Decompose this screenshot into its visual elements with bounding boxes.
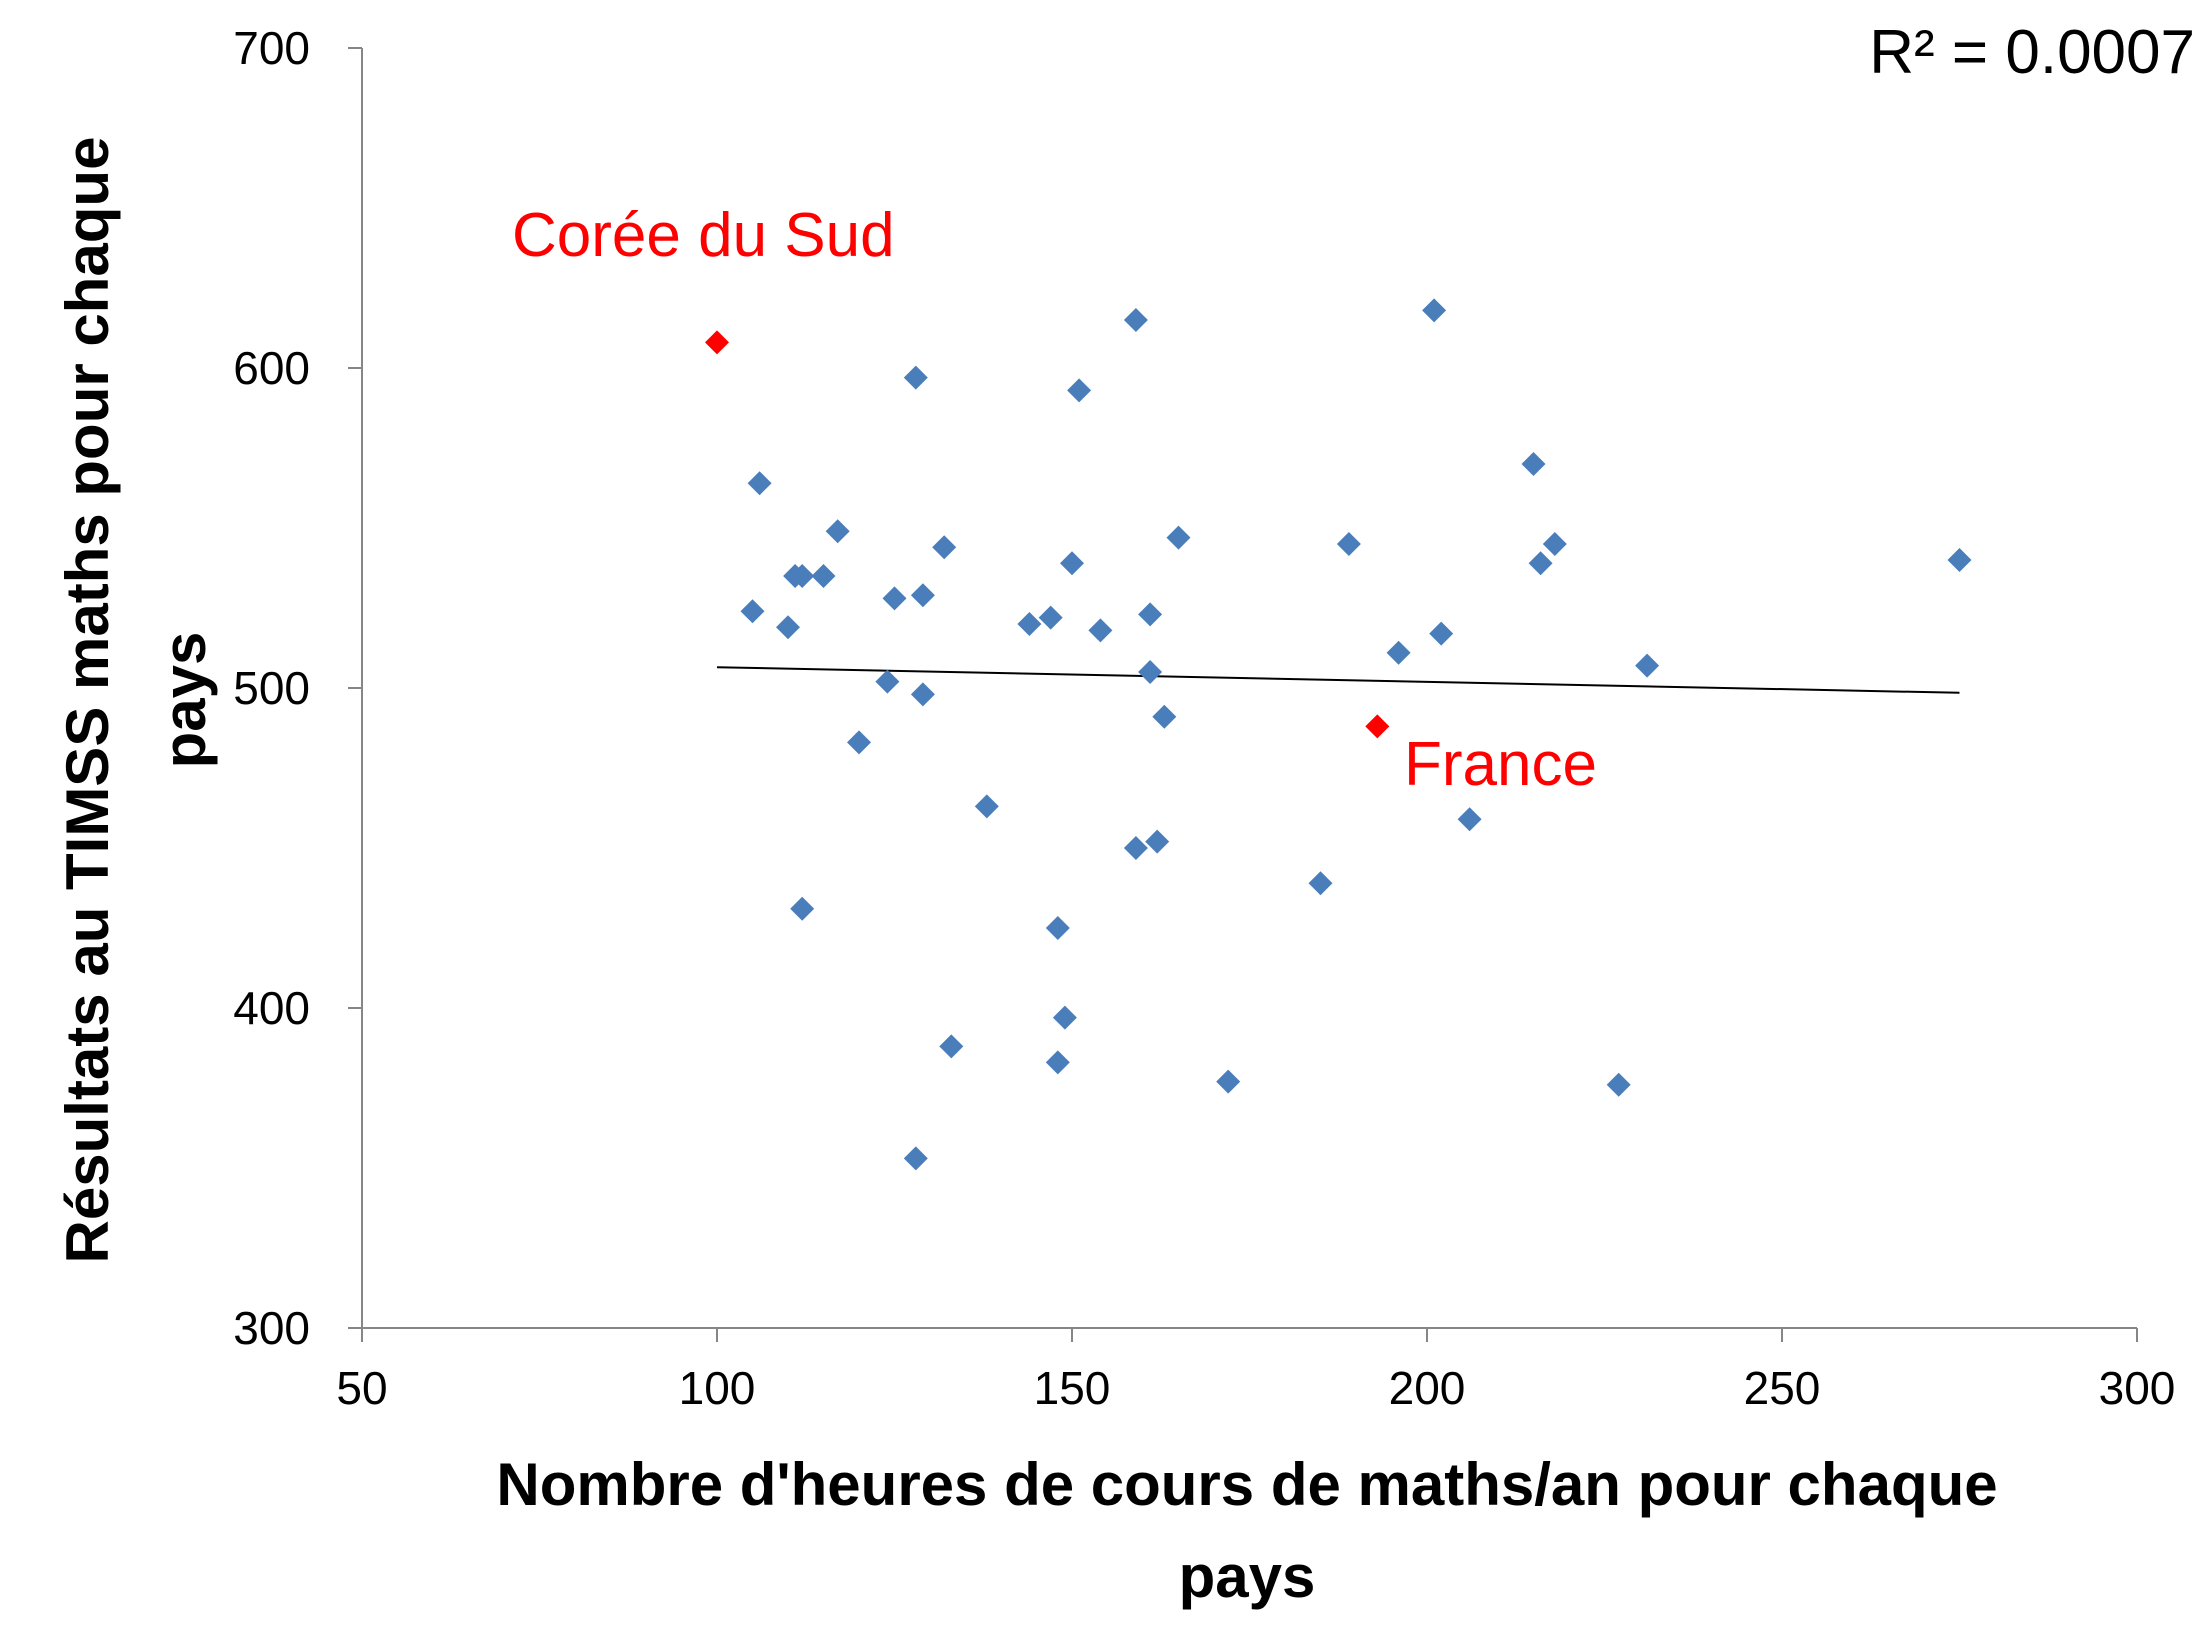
data-point xyxy=(1308,871,1333,896)
data-point xyxy=(1067,378,1092,403)
data-point xyxy=(1457,807,1482,832)
x-tick-label: 100 xyxy=(679,1362,756,1414)
data-point xyxy=(1336,532,1361,556)
data-point xyxy=(776,615,800,640)
data-point xyxy=(875,669,900,694)
data-point xyxy=(1123,308,1148,332)
data-point xyxy=(790,896,815,921)
data-point xyxy=(1635,653,1660,678)
trendline xyxy=(716,666,1960,694)
data-point xyxy=(1606,1072,1631,1097)
data-point xyxy=(1521,452,1546,476)
data-point xyxy=(1017,612,1042,636)
y-tick-label: 700 xyxy=(233,22,310,74)
data-point xyxy=(1123,836,1148,860)
data-point xyxy=(1138,602,1163,627)
y-axis-title-line-1: Résultats au TIMSS maths pour chaque xyxy=(54,137,121,1264)
y-tick-label: 400 xyxy=(233,982,310,1034)
trendline-group xyxy=(716,666,1960,694)
x-axis-title-line-2: pays xyxy=(1179,1543,1316,1610)
data-point xyxy=(1052,1005,1077,1030)
data-point xyxy=(1528,551,1553,576)
data-point xyxy=(790,564,815,588)
data-point xyxy=(1216,1069,1241,1094)
data-point xyxy=(825,519,850,544)
y-tick-label: 500 xyxy=(233,662,310,714)
x-tick-label: 300 xyxy=(2099,1362,2176,1414)
y-tick-label: 300 xyxy=(233,1302,310,1354)
data-point xyxy=(1166,525,1191,550)
data-points xyxy=(705,298,1972,1171)
annotation-coree-du-sud: Corée du Sud xyxy=(512,201,895,270)
data-point xyxy=(910,682,935,707)
data-point xyxy=(811,564,836,588)
data-point xyxy=(903,365,928,390)
data-point xyxy=(974,794,999,819)
x-tick-label: 250 xyxy=(1744,1362,1821,1414)
data-point xyxy=(903,1146,928,1171)
data-point xyxy=(740,599,765,624)
x-tick-label: 150 xyxy=(1034,1362,1111,1414)
data-point xyxy=(910,583,935,608)
data-point xyxy=(1152,704,1177,729)
data-point xyxy=(705,330,729,355)
data-point xyxy=(1429,621,1454,646)
data-point xyxy=(847,730,871,755)
data-point xyxy=(882,586,907,611)
data-point xyxy=(1542,532,1567,556)
data-point xyxy=(1060,551,1084,576)
data-point xyxy=(1365,714,1390,739)
data-point xyxy=(747,471,772,496)
annotation-france: France xyxy=(1404,730,1597,799)
data-point xyxy=(1088,618,1113,643)
y-axis-title-line-2: pays xyxy=(151,632,218,769)
axes: 300 400 500 600 700 50 100 150 200 250 300 xyxy=(233,22,2175,1414)
data-point xyxy=(1045,1050,1070,1075)
data-point xyxy=(1038,605,1063,630)
y-tick-label: 600 xyxy=(233,342,310,394)
data-point xyxy=(932,535,957,560)
data-point xyxy=(1386,640,1411,665)
r-squared-label: R² = 0.0007 xyxy=(1869,18,2195,87)
data-point xyxy=(939,1034,964,1059)
data-point xyxy=(1145,829,1170,854)
data-point xyxy=(1045,916,1070,940)
data-point xyxy=(1947,548,1972,572)
x-tick-label: 200 xyxy=(1389,1362,1466,1414)
data-point xyxy=(1138,660,1163,684)
x-axis-title-line-1: Nombre d'heures de cours de maths/an pou… xyxy=(496,1451,1997,1518)
data-point xyxy=(1422,298,1447,323)
x-tick-label: 50 xyxy=(336,1362,387,1414)
